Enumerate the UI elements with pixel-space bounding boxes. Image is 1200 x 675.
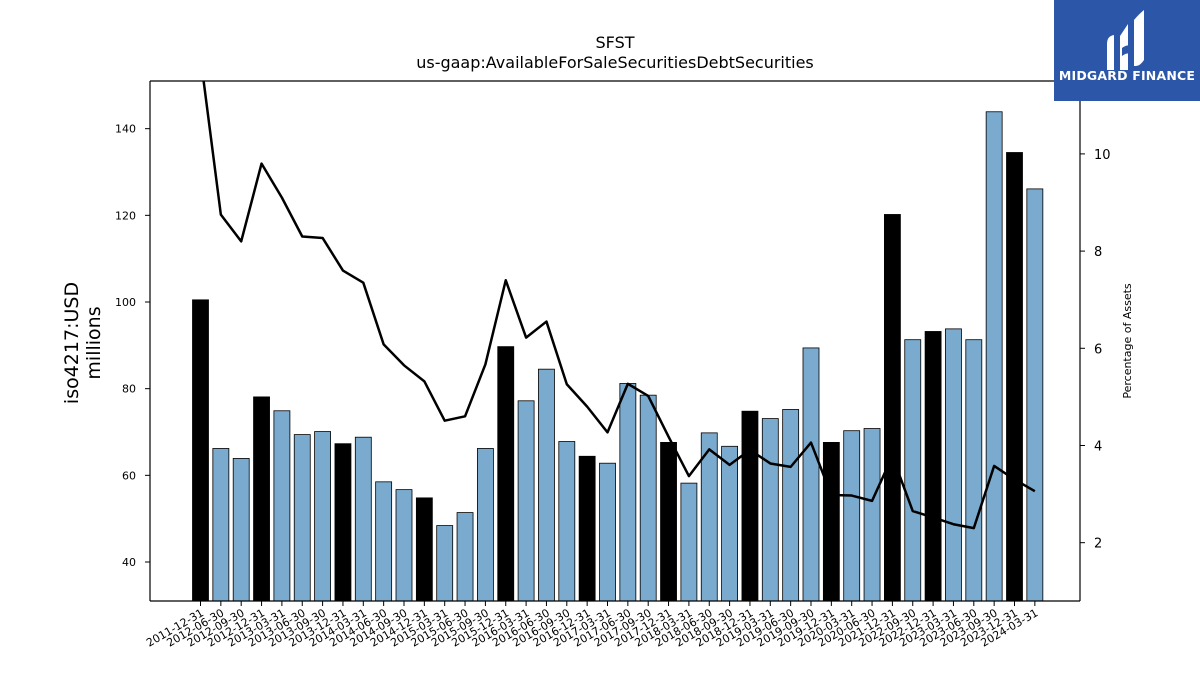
bar-2022-12-31 [924, 331, 942, 602]
y-tick-label: 100 [115, 296, 136, 309]
y2-tick-label: 6 [1094, 342, 1102, 357]
y2-tick-label: 4 [1094, 439, 1102, 454]
bar-2016-09-30 [558, 441, 576, 602]
bar-2020-06-30 [863, 428, 881, 602]
bar-2016-12-31 [578, 455, 596, 602]
percentage-line [202, 81, 1036, 530]
bar-2018-09-30 [721, 445, 738, 602]
bar-2015-03-31 [436, 525, 454, 602]
bar-2014-09-30 [395, 489, 413, 602]
bar-2019-12-31 [822, 441, 840, 602]
bar-2016-03-31 [517, 400, 535, 602]
bar-2017-06-30 [619, 383, 637, 602]
bar-2020-03-31 [843, 430, 861, 602]
midgard-m-icon [1107, 10, 1144, 70]
bar-2017-12-31 [660, 441, 677, 602]
bar-2013-03-31 [273, 410, 291, 602]
y-tick-label: 140 [115, 123, 136, 136]
bar-2014-06-30 [375, 481, 393, 602]
y2-tick-label: 8 [1094, 245, 1102, 260]
bar-2019-06-30 [782, 409, 800, 602]
chart-title: SFST [595, 33, 634, 52]
y-axis-label-line: millions [83, 306, 105, 379]
y2-axis-label: Percentage of Assets [1121, 283, 1134, 399]
bar-2024-03-31 [1026, 188, 1044, 602]
bar-2021-12-31 [884, 214, 901, 602]
bar-2018-12-31 [741, 410, 759, 602]
bar-2013-12-31 [334, 443, 352, 602]
bar-2014-12-31 [415, 497, 433, 602]
bar-2019-03-31 [761, 418, 779, 602]
bar-2014-03-31 [354, 436, 372, 602]
bar-2016-06-30 [538, 368, 555, 602]
logo-text: MIDGARD FINANCE [1058, 68, 1196, 83]
bar-2012-09-30 [232, 458, 250, 602]
midgard-finance-logo: MIDGARD FINANCE [1054, 0, 1200, 101]
axes-group: 4060801001201402468102011-12-312012-06-3… [115, 80, 1111, 650]
y-tick-label: 80 [122, 383, 136, 396]
y-tick-label: 40 [122, 556, 136, 569]
bar-2017-03-31 [599, 462, 616, 602]
bars-group [192, 111, 1044, 602]
bar-2019-09-30 [802, 347, 820, 602]
y-axis-label: iso4217:USDmillions [61, 282, 105, 404]
bar-2015-06-30 [456, 512, 474, 602]
y-tick-label: 120 [115, 209, 136, 222]
bar-2023-06-30 [965, 339, 983, 602]
bar-2018-03-31 [680, 482, 698, 602]
bar-2012-12-31 [253, 396, 270, 602]
y-axis-label-line: iso4217:USD [61, 282, 83, 404]
bar-2015-12-31 [497, 346, 515, 602]
y-tick-label: 60 [122, 469, 136, 482]
y2-tick-label: 2 [1094, 537, 1102, 552]
bar-2017-09-30 [639, 394, 657, 602]
bar-2013-09-30 [314, 431, 332, 602]
chart-subtitle: us-gaap:AvailableForSaleSecuritiesDebtSe… [416, 53, 814, 72]
bar-2012-06-30 [212, 448, 230, 602]
line-group [202, 81, 1036, 530]
bar-2011-12-31 [192, 299, 209, 602]
y2-tick-label: 10 [1094, 148, 1111, 163]
bar-2023-12-31 [1006, 152, 1023, 602]
bar-2015-09-30 [476, 448, 494, 602]
bar-2023-03-31 [945, 328, 962, 602]
bar-2022-09-30 [904, 339, 922, 602]
bar-2013-06-30 [293, 434, 311, 602]
bar-2023-09-30 [985, 111, 1003, 602]
